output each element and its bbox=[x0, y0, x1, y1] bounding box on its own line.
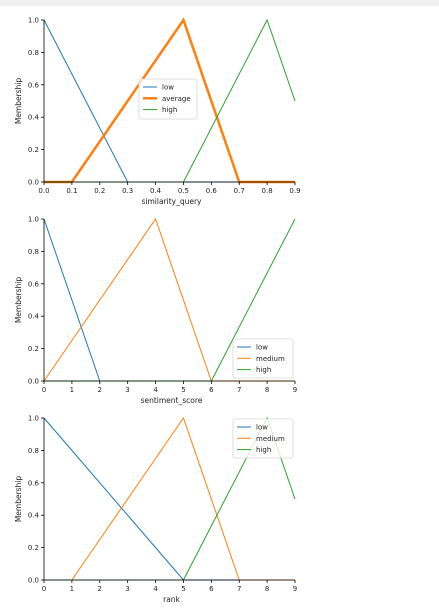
x-tick-label: 0 bbox=[42, 386, 46, 394]
y-tick-label: 1.0 bbox=[28, 17, 39, 25]
legend: low average high bbox=[138, 78, 198, 120]
x-tick-label: 5 bbox=[181, 585, 185, 593]
legend-label-medium: medium bbox=[256, 435, 285, 443]
y-tick-label: 0.4 bbox=[28, 512, 40, 520]
x-tick-label: 0.9 bbox=[289, 187, 300, 195]
x-tick-label: 8 bbox=[265, 386, 269, 394]
x-tick-label: 0.2 bbox=[94, 187, 105, 195]
rank-panel: 0 1 2 3 4 5 6 7 8 9 0.0 0.2 0.4 0.6 0.8 1.0 rank Membersh… bbox=[0, 402, 439, 605]
y-tick-label: 0.2 bbox=[28, 146, 39, 154]
y-axis-label: Membership bbox=[14, 78, 23, 125]
y-tick-label: 0.8 bbox=[28, 447, 39, 455]
x-tick-label: 5 bbox=[181, 386, 185, 394]
similarity-query-chart: 0.0 0.1 0.2 0.3 0.4 0.5 0.6 0.7 0.8 0.9 0.0 0.2 0.4 0… bbox=[14, 17, 301, 207]
x-tick-label: 0 bbox=[42, 585, 46, 593]
sentiment-score-chart: 0 1 2 3 4 5 6 7 8 9 0.0 0.2 0.4 0.6 0.8 1.0 sentiment_sc… bbox=[14, 216, 297, 406]
x-tick-label: 0.7 bbox=[234, 187, 245, 195]
x-tick-label: 8 bbox=[265, 585, 269, 593]
x-axis-label: rank bbox=[163, 595, 180, 604]
y-tick-label: 0.2 bbox=[28, 544, 39, 552]
x-tick-label: 9 bbox=[293, 585, 297, 593]
x-tick-label: 7 bbox=[237, 386, 241, 394]
y-tick-label: 0.6 bbox=[28, 81, 40, 89]
x-tick-label: 0.3 bbox=[122, 187, 133, 195]
y-tick-label: 0.2 bbox=[28, 345, 39, 353]
legend-label-average: average bbox=[162, 95, 191, 103]
legend-box bbox=[232, 418, 294, 459]
y-tick-label: 0.8 bbox=[28, 49, 39, 57]
x-tick-label: 0.5 bbox=[178, 187, 189, 195]
legend-label-low: low bbox=[162, 84, 174, 92]
x-tick-label: 2 bbox=[98, 585, 102, 593]
legend: low medium high bbox=[232, 418, 294, 459]
x-tick-label: 9 bbox=[293, 386, 297, 394]
x-tick-label: 1 bbox=[70, 585, 74, 593]
x-axis-label: sentiment_score bbox=[141, 396, 203, 405]
legend-label-low: low bbox=[256, 344, 268, 352]
x-tick-label: 3 bbox=[125, 386, 129, 394]
legend-label-high: high bbox=[256, 366, 271, 374]
y-axis-label: Membership bbox=[14, 476, 23, 523]
x-tick-label: 0.4 bbox=[150, 187, 162, 195]
x-tick-label: 1 bbox=[70, 386, 74, 394]
y-tick-label: 0.8 bbox=[28, 248, 39, 256]
x-tick-label: 4 bbox=[153, 386, 158, 394]
y-tick-label: 0.0 bbox=[28, 179, 39, 187]
x-tick-label: 6 bbox=[209, 386, 214, 394]
y-tick-label: 1.0 bbox=[28, 415, 39, 423]
y-tick-label: 0.6 bbox=[28, 280, 40, 288]
legend: low medium high bbox=[232, 338, 294, 379]
legend-box bbox=[232, 338, 294, 379]
x-tick-label: 0.6 bbox=[206, 187, 218, 195]
y-tick-label: 0.0 bbox=[28, 378, 39, 386]
legend-label-high: high bbox=[162, 106, 177, 114]
x-axis-label: similarity_query bbox=[141, 197, 202, 206]
y-tick-label: 0.4 bbox=[28, 313, 40, 321]
rank-chart: 0 1 2 3 4 5 6 7 8 9 0.0 0.2 0.4 0.6 0.8 1.0 rank Membersh… bbox=[14, 415, 297, 605]
y-tick-label: 0.4 bbox=[28, 114, 40, 122]
y-tick-label: 0.0 bbox=[28, 577, 39, 585]
y-tick-label: 1.0 bbox=[28, 216, 39, 224]
notebook-output-top-border bbox=[0, 0, 439, 6]
x-tick-label: 7 bbox=[237, 585, 241, 593]
x-tick-label: 4 bbox=[153, 585, 158, 593]
similarity-query-panel: 0.0 0.1 0.2 0.3 0.4 0.5 0.6 0.7 0.8 0.9 0.0 0.2 0.4 0… bbox=[0, 4, 439, 207]
x-tick-label: 0.8 bbox=[262, 187, 273, 195]
legend-label-medium: medium bbox=[256, 355, 285, 363]
y-axis-label: Membership bbox=[14, 277, 23, 324]
x-tick-label: 0.0 bbox=[38, 187, 49, 195]
x-tick-label: 0.1 bbox=[66, 187, 77, 195]
sentiment-score-panel: 0 1 2 3 4 5 6 7 8 9 0.0 0.2 0.4 0.6 0.8 1.0 sentiment_sc… bbox=[0, 203, 439, 406]
x-tick-label: 2 bbox=[98, 386, 102, 394]
legend-box bbox=[138, 78, 198, 120]
legend-label-high: high bbox=[256, 446, 271, 454]
x-tick-label: 3 bbox=[125, 585, 129, 593]
legend-label-low: low bbox=[256, 424, 268, 432]
x-tick-label: 6 bbox=[209, 585, 214, 593]
y-tick-label: 0.6 bbox=[28, 479, 40, 487]
